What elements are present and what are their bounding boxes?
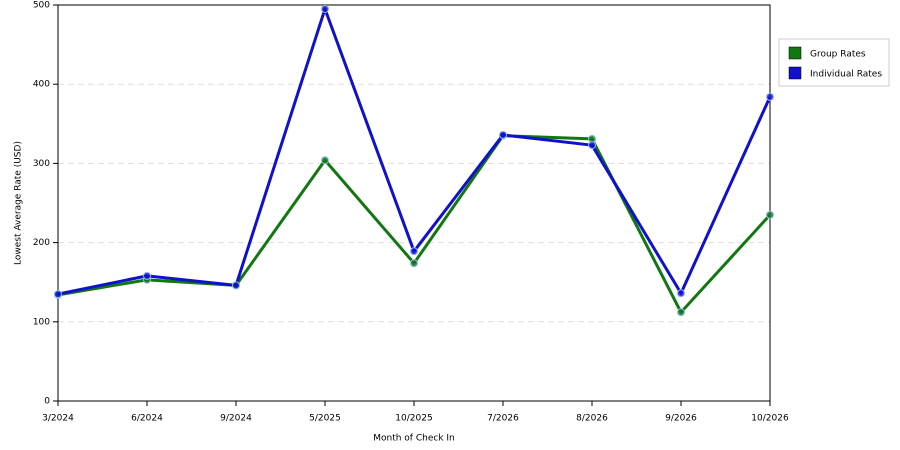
data-point bbox=[232, 281, 240, 290]
data-point bbox=[410, 259, 418, 268]
x-tick-label: 3/2024 bbox=[42, 414, 74, 424]
y-tick-label: 0 bbox=[44, 397, 50, 407]
y-tick-label: 400 bbox=[33, 80, 50, 90]
legend-swatch bbox=[788, 46, 802, 60]
x-tick-label: 10/2025 bbox=[395, 414, 432, 424]
y-axis-label: Lowest Average Rate (USD) bbox=[14, 141, 24, 265]
y-tick-label: 100 bbox=[33, 317, 50, 327]
data-point bbox=[321, 4, 329, 13]
x-tick-label: 5/2025 bbox=[309, 414, 341, 424]
plot-frame bbox=[57, 4, 771, 402]
y-tick-label: 200 bbox=[33, 238, 50, 248]
data-point bbox=[766, 92, 774, 101]
legend-swatch bbox=[788, 66, 802, 80]
x-tick-label: 9/2026 bbox=[665, 414, 697, 424]
data-point bbox=[766, 210, 774, 219]
x-tick-label: 10/2026 bbox=[751, 414, 789, 424]
data-point bbox=[54, 290, 62, 299]
x-tick-label: 8/2026 bbox=[576, 414, 608, 424]
data-point bbox=[677, 289, 685, 298]
series-line bbox=[57, 134, 772, 314]
y-tick-label: 300 bbox=[33, 159, 50, 169]
x-tick-label: 6/2024 bbox=[131, 414, 163, 424]
data-point bbox=[499, 130, 507, 139]
data-point bbox=[321, 156, 329, 165]
data-point bbox=[143, 271, 151, 280]
y-tick-label: 500 bbox=[33, 1, 50, 11]
x-tick-label: 7/2026 bbox=[487, 414, 519, 424]
data-point bbox=[410, 247, 418, 256]
legend-label: Group Rates bbox=[810, 50, 866, 60]
legend-label: Individual Rates bbox=[810, 70, 882, 80]
data-point bbox=[588, 141, 596, 150]
x-axis-label: Month of Check In bbox=[373, 434, 455, 444]
data-point bbox=[677, 308, 685, 317]
x-tick-label: 9/2024 bbox=[220, 414, 252, 424]
